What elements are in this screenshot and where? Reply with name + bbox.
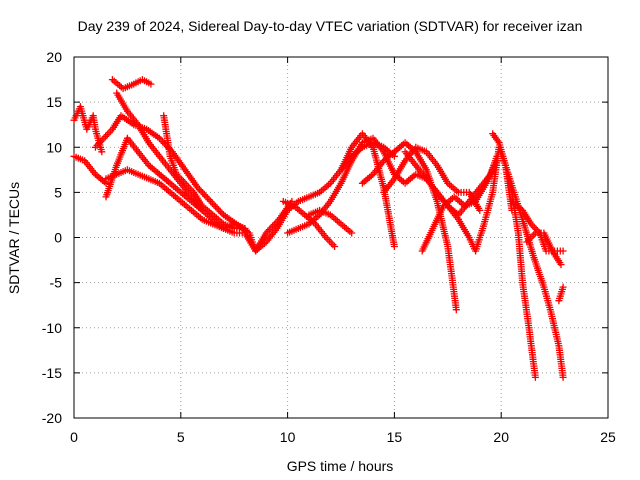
data-series <box>102 134 206 214</box>
chart-title: Day 239 of 2024, Sidereal Day-to-day VTE… <box>78 18 583 34</box>
x-tick-label: 25 <box>600 429 616 445</box>
data-point-marker <box>216 208 224 216</box>
y-axis-label: SDTVAR / TECUs <box>6 182 22 294</box>
y-tick-label: 5 <box>54 184 62 200</box>
data-point-marker <box>390 243 398 250</box>
y-tick-label: -5 <box>50 275 63 291</box>
y-tick-label: -10 <box>42 320 62 336</box>
data-series <box>502 161 567 381</box>
data-point-marker <box>531 373 539 381</box>
x-tick-label: 10 <box>280 429 296 445</box>
data-point-marker <box>147 80 155 88</box>
y-tick-label: 0 <box>54 230 62 246</box>
x-tick-label: 5 <box>177 429 185 445</box>
y-tick-label: 15 <box>46 94 62 110</box>
data-point-marker <box>241 225 249 232</box>
data-series <box>555 283 567 305</box>
data-series <box>279 197 339 250</box>
data-series <box>418 157 501 255</box>
x-axis-label: GPS time / hours <box>287 458 394 474</box>
data-point-marker <box>98 148 106 156</box>
data-point-marker <box>452 306 460 314</box>
data-point-marker <box>196 186 203 194</box>
data-point-marker <box>348 229 356 237</box>
data-series <box>70 103 106 156</box>
x-tick-label: 0 <box>70 429 78 445</box>
y-tick-label: 10 <box>46 139 62 155</box>
data-points <box>70 76 567 381</box>
axis-ticks: 0 5 10 15 20 25 -20 -15 -10 -5 0 5 10 15 20 <box>42 49 616 445</box>
y-tick-label: -20 <box>42 410 62 426</box>
data-point-marker <box>559 373 567 381</box>
data-series <box>305 206 356 237</box>
data-series <box>523 229 565 269</box>
data-point-marker <box>559 283 567 291</box>
data-series <box>160 112 249 232</box>
data-point-marker <box>476 206 484 214</box>
x-tick-label: 15 <box>387 429 403 445</box>
data-series <box>108 76 155 93</box>
data-point-marker <box>557 261 565 269</box>
y-tick-label: 20 <box>46 49 62 65</box>
data-series <box>380 143 484 214</box>
data-point-marker <box>331 243 339 250</box>
data-series <box>91 112 296 255</box>
data-point-marker <box>559 247 567 255</box>
x-tick-label: 20 <box>493 429 509 445</box>
y-tick-label: -15 <box>42 365 62 381</box>
